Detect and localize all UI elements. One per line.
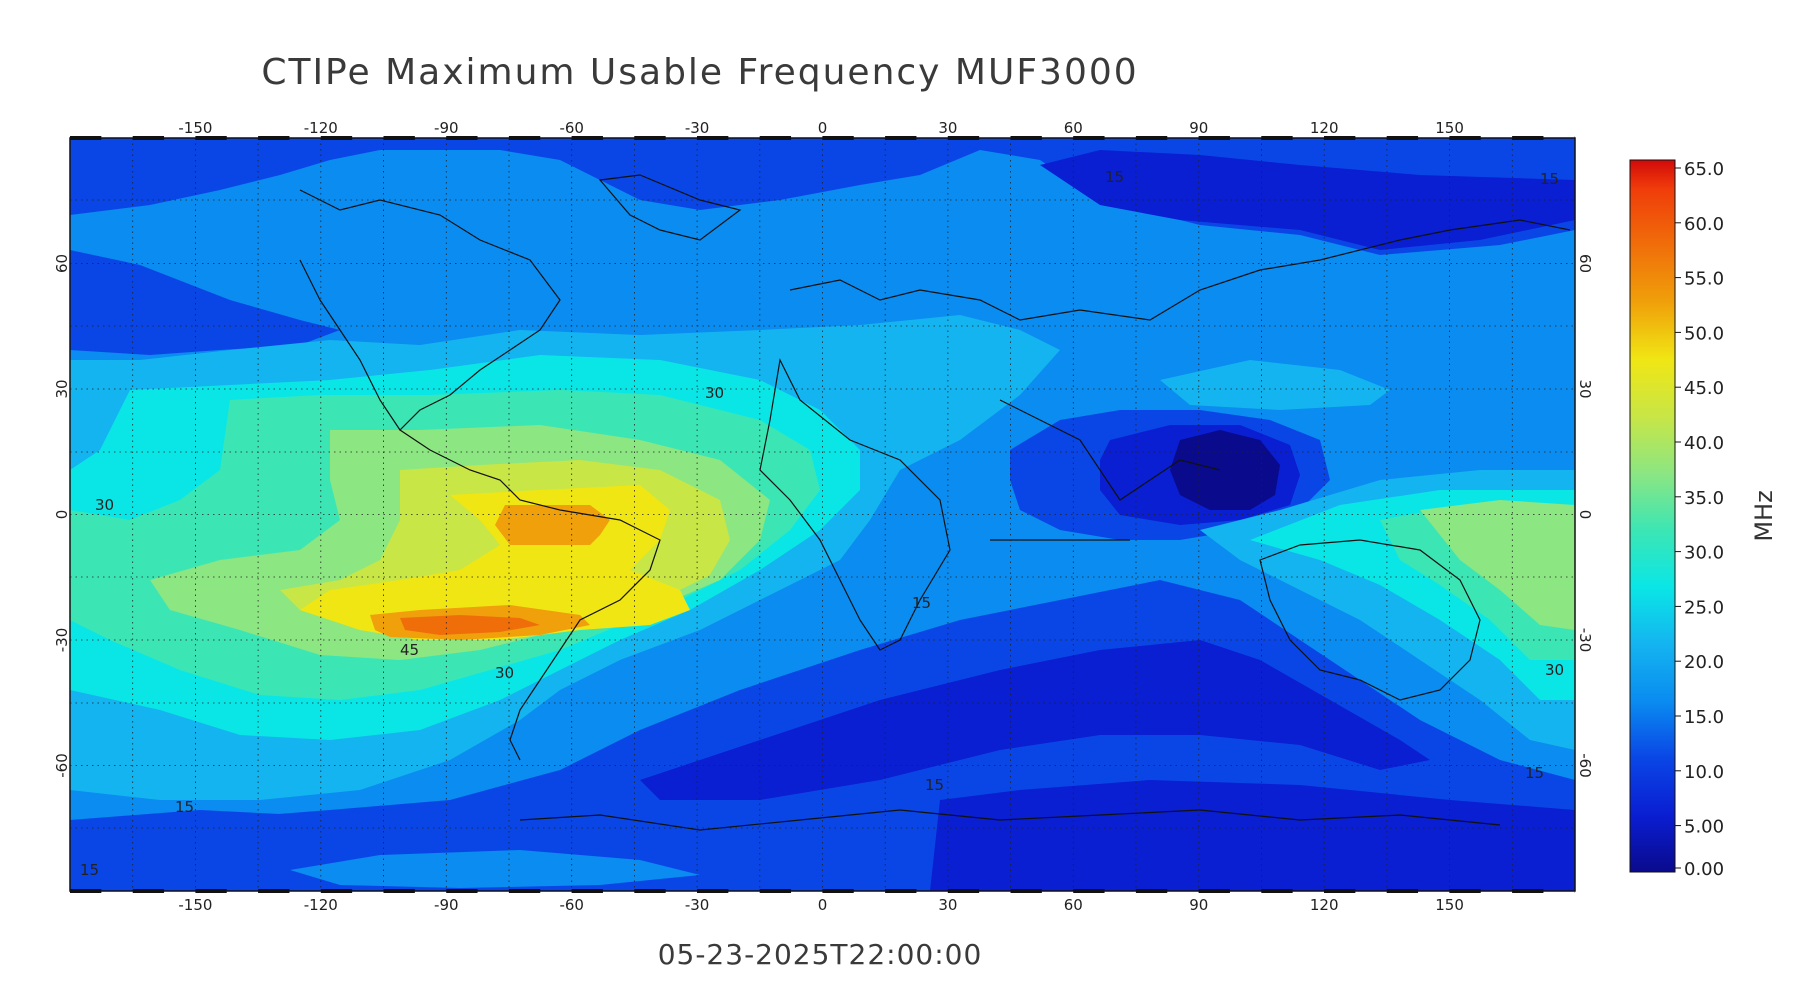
lon-tick-label: 150 [1435,896,1464,914]
colorbar-unit-label: MHz [1750,490,1778,541]
lon-tick-label: 60 [1064,119,1083,137]
colorbar-gradient [1629,159,1676,873]
lat-tick-label: 60 [1576,254,1594,273]
lat-tick-label: 0 [53,510,71,520]
lat-tick-label: 30 [53,379,71,398]
colorbar-tick-label: 30.0 [1684,543,1724,564]
timestamp: 05-23-2025T22:00:00 [657,938,983,971]
colorbar-tick-label: 40.0 [1684,433,1724,454]
contour-label: 30 [1545,661,1564,679]
lon-tick-label: 120 [1310,896,1339,914]
contour-label: 15 [1525,764,1544,782]
lon-tick-label: 120 [1310,119,1339,137]
chart-title: CTIPe Maximum Usable Frequency MUF3000 [261,52,1139,93]
contour-band-5-south [640,640,1430,800]
contour-band-10-west-north [70,250,340,355]
lon-tick-label: 30 [938,119,957,137]
colorbar-tick-label: 25.0 [1684,597,1724,618]
lon-tick-label: -150 [178,896,212,914]
colorbar-tick-label: 0.00 [1684,859,1724,880]
contour-label: 30 [95,496,114,514]
contour-band-0-asia [1170,430,1280,510]
contour-label: 15 [925,776,944,794]
contour-band-10-south-east [930,780,1575,891]
contour-label: 45 [400,641,419,659]
contour-band-20-east [1160,360,1390,410]
colorbar-tick-label: 20.0 [1684,652,1724,673]
colorbar-ticks [1675,167,1681,869]
lon-tick-label: 90 [1189,896,1208,914]
lon-tick-label: 0 [818,119,828,137]
lat-tick-label: -30 [53,628,71,653]
lon-ticks-bottom: -150 -120 -90 -60 -30 0 30 60 90 120 150 [178,896,1464,914]
contour-label: 15 [1105,168,1124,186]
lon-tick-label: -30 [685,119,710,137]
colorbar: 65.0 60.0 55.0 50.0 45.0 40.0 35.0 30.0 … [1629,159,1778,880]
lon-tick-label: -150 [178,119,212,137]
lat-tick-label: -60 [1576,753,1594,778]
colorbar-tick-label: 50.0 [1684,323,1724,344]
contour-label: 30 [705,384,724,402]
colorbar-tick-label: 15.0 [1684,707,1724,728]
lat-tick-label: -60 [53,753,71,778]
contour-labels: 15 15 30 30 45 30 15 15 15 15 15 30 [80,168,1564,879]
frame-ticks [70,136,1575,893]
lon-tick-label: 0 [818,896,828,914]
contour-label: 15 [175,798,194,816]
lat-tick-label: -30 [1576,628,1594,653]
lat-tick-label: 60 [53,254,71,273]
lon-tick-label: -60 [559,896,584,914]
lon-tick-label: 150 [1435,119,1464,137]
contour-label: 15 [1540,170,1559,188]
colorbar-tick-label: 5.00 [1684,817,1724,838]
lon-tick-label: 90 [1189,119,1208,137]
colorbar-tick-label: 65.0 [1684,159,1724,180]
colorbar-tick-label: 10.0 [1684,762,1724,783]
contour-band-50-north [495,505,610,545]
contour-label: 15 [80,861,99,879]
contour-band-35-australia [1420,500,1575,630]
lon-tick-label: 60 [1064,896,1083,914]
lat-ticks-left: 60 30 0 -30 -60 [53,254,71,778]
contour-band-55-south [400,615,540,635]
lon-tick-label: -90 [434,896,459,914]
lon-tick-label: -90 [434,119,459,137]
lon-tick-label: -120 [304,119,338,137]
lon-ticks-top: -150 -120 -90 -60 -30 0 30 60 90 120 150 [178,119,1464,137]
contour-band-10-southwest [70,810,300,840]
lat-tick-label: 30 [1576,379,1594,398]
coastlines [299,174,1571,831]
contour-band-15-southwest [290,850,700,888]
lon-tick-label: -30 [685,896,710,914]
colorbar-tick-label: 35.0 [1684,488,1724,509]
colorbar-tick-labels: 65.0 60.0 55.0 50.0 45.0 40.0 35.0 30.0 … [1684,159,1724,880]
lon-tick-label: -120 [304,896,338,914]
colorbar-tick-label: 45.0 [1684,378,1724,399]
colorbar-tick-label: 60.0 [1684,214,1724,235]
contour-label: 30 [495,664,514,682]
graticule [70,138,1575,891]
lat-ticks-right: 60 30 0 -30 -60 [1576,254,1594,778]
lon-tick-label: 30 [938,896,957,914]
lon-tick-label: -60 [559,119,584,137]
colorbar-tick-label: 55.0 [1684,269,1724,290]
lat-tick-label: 0 [1576,510,1594,520]
contour-label: 15 [912,594,931,612]
